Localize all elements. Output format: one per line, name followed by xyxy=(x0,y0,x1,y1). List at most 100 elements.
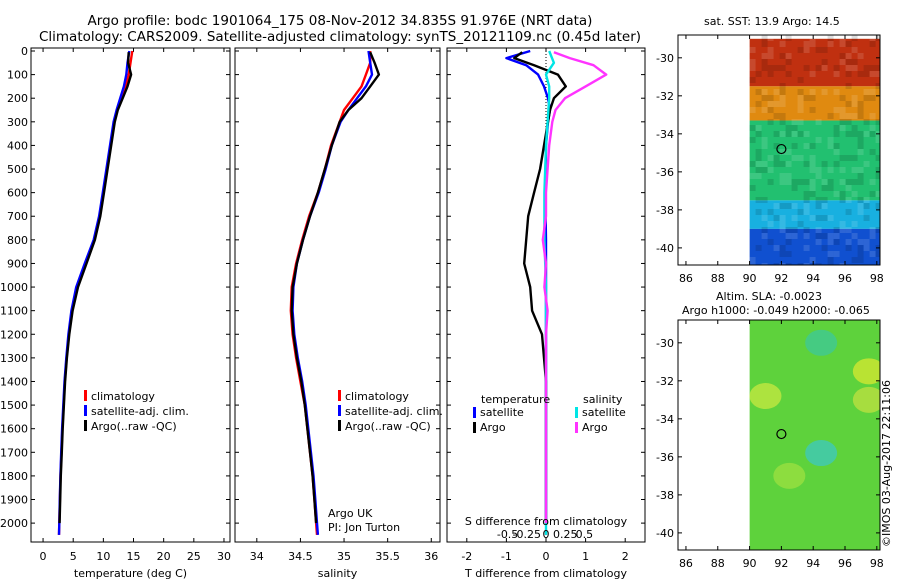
sst-pixel xyxy=(833,227,840,233)
map-lat-label: -32 xyxy=(656,90,674,103)
sst-pixel xyxy=(821,245,828,251)
depth-tick-label: 1900 xyxy=(0,494,28,507)
depth-tick-label: 1200 xyxy=(0,328,28,341)
sst-pixel xyxy=(779,173,786,179)
sst-band xyxy=(749,228,880,265)
sst-pixel xyxy=(767,167,774,173)
sst-pixel xyxy=(827,143,834,149)
sst-pixel xyxy=(779,113,786,119)
sst-pixel xyxy=(839,41,846,47)
sst-pixel xyxy=(809,41,816,47)
sdiff-tick-label: 0.5 xyxy=(576,528,594,541)
sst-pixel xyxy=(869,191,876,197)
sdiff-tick-label: -0.5 xyxy=(497,528,518,541)
sst-pixel xyxy=(779,89,786,95)
sst-pixel xyxy=(797,107,804,113)
sst-pixel xyxy=(809,167,816,173)
sst-pixel xyxy=(809,215,816,221)
temperature-legend-label: climatology xyxy=(91,390,155,403)
sst-pixel xyxy=(875,83,881,89)
sst-band xyxy=(749,120,880,201)
sst-pixel xyxy=(797,89,804,95)
sst-pixel xyxy=(761,41,768,47)
depth-tick-label: 1100 xyxy=(0,305,28,318)
sst-pixel xyxy=(791,203,798,209)
sst-pixel xyxy=(827,41,834,47)
sst-pixel xyxy=(773,161,780,167)
temperature-series-satellite-adj-clim- xyxy=(57,50,131,535)
map-lat-label: -30 xyxy=(656,337,674,350)
temperature-legend-label: satellite-adj. clim. xyxy=(91,405,189,418)
sst-pixel xyxy=(833,89,840,95)
sst-pixel xyxy=(767,239,774,245)
sst-pixel xyxy=(767,95,774,101)
sst-pixel xyxy=(809,71,816,77)
sst-pixel xyxy=(797,131,804,137)
sst-pixel xyxy=(767,179,774,185)
sst-pixel xyxy=(809,95,816,101)
sst-pixel xyxy=(845,65,852,71)
sst-pixel xyxy=(779,101,786,107)
sst-band xyxy=(749,86,880,121)
sst-pixel xyxy=(851,167,858,173)
map-lon-label: 96 xyxy=(838,557,852,570)
sst-pixel xyxy=(767,47,774,53)
sst-pixel xyxy=(821,47,828,53)
sst-pixel xyxy=(875,35,881,41)
map-lat-label: -38 xyxy=(656,489,674,502)
sst-pixel xyxy=(857,239,864,245)
sst-pixel xyxy=(863,197,870,203)
salinity-xtick-label: 35 xyxy=(337,550,351,563)
sst-pixel xyxy=(827,239,834,245)
sst-pixel xyxy=(791,227,798,233)
map-title: Altim. SLA: -0.0023 xyxy=(716,290,822,303)
map-lon-label: 92 xyxy=(774,557,788,570)
salinity-xtick-label: 34.5 xyxy=(288,550,313,563)
depth-tick-label: 1300 xyxy=(0,352,28,365)
sst-pixel xyxy=(755,131,762,137)
sst-pixel xyxy=(803,161,810,167)
sst-pixel xyxy=(857,257,864,263)
map-lat-label: -34 xyxy=(656,413,674,426)
sst-pixel xyxy=(797,47,804,53)
sst-pixel xyxy=(827,137,834,143)
salinity-series-argo-raw-qc- xyxy=(290,51,381,524)
sst-pixel xyxy=(857,179,864,185)
sst-pixel xyxy=(845,101,852,107)
sst-pixel xyxy=(815,119,822,125)
map-lat-label: -36 xyxy=(656,166,674,179)
depth-tick-label: 1600 xyxy=(0,423,28,436)
sst-pixel xyxy=(845,227,852,233)
sst-pixel xyxy=(755,149,762,155)
sst-pixel xyxy=(875,167,881,173)
sst-pixel xyxy=(827,251,834,257)
sst-pixel xyxy=(797,77,804,83)
sst-pixel xyxy=(857,131,864,137)
sst-pixel xyxy=(815,47,822,53)
sla-anomaly-blob xyxy=(805,440,838,467)
sst-pixel xyxy=(749,257,756,263)
sst-pixel xyxy=(767,65,774,71)
map-lat-label: -40 xyxy=(656,242,674,255)
sst-pixel xyxy=(815,137,822,143)
map-lon-label: 92 xyxy=(774,272,788,285)
difference-xtick-label: -2 xyxy=(461,550,472,563)
sst-pixel xyxy=(785,251,792,257)
sst-pixel xyxy=(761,143,768,149)
sst-pixel xyxy=(851,179,858,185)
sst-pixel xyxy=(815,263,822,265)
map-lon-label: 86 xyxy=(679,557,693,570)
sst-pixel xyxy=(791,131,798,137)
sst-pixel xyxy=(755,71,762,77)
map-lon-label: 96 xyxy=(838,272,852,285)
sst-pixel xyxy=(851,233,858,239)
sst-pixel xyxy=(749,137,756,143)
sst-pixel xyxy=(857,143,864,149)
sst-pixel xyxy=(803,233,810,239)
difference-xtick-label: -1 xyxy=(501,550,512,563)
sst-pixel xyxy=(749,59,756,65)
sst-pixel xyxy=(809,107,816,113)
temperature-legend-swatch xyxy=(84,390,87,401)
difference-legend-swatch xyxy=(575,407,578,418)
